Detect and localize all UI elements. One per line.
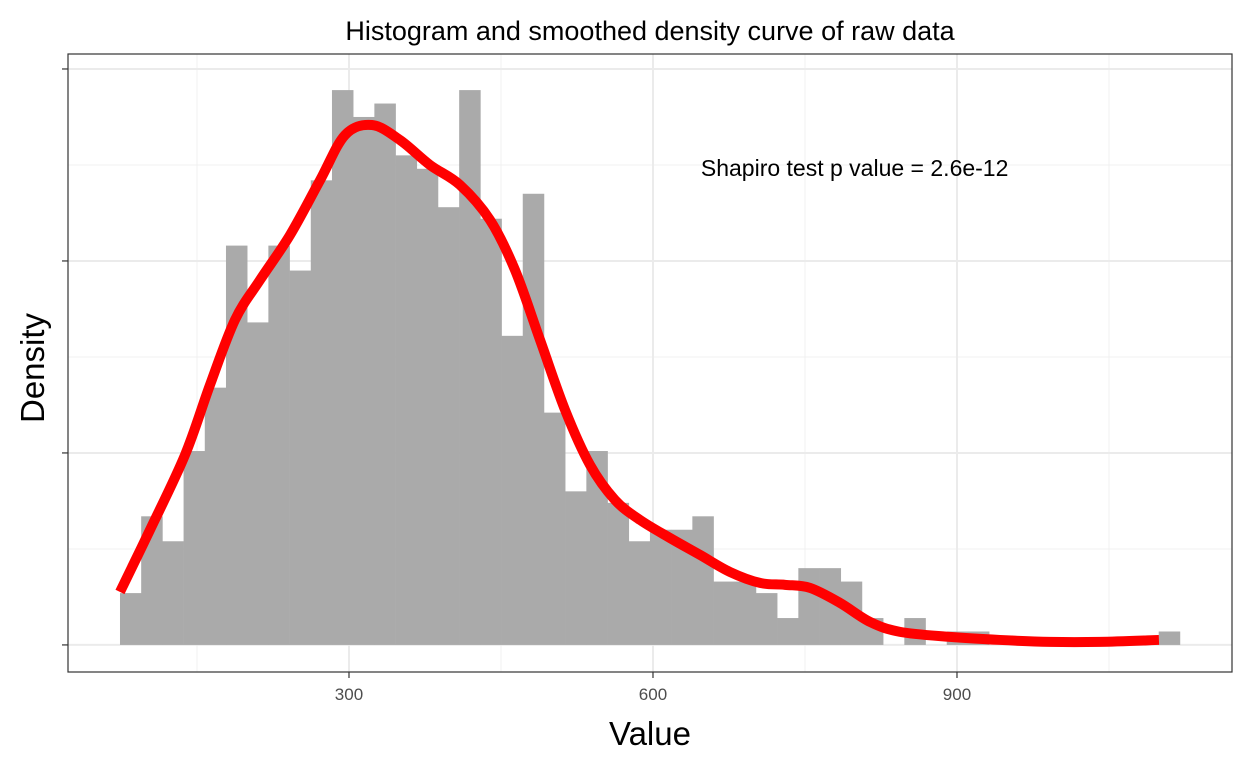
histogram-bar xyxy=(692,516,714,645)
histogram-bar xyxy=(416,168,439,645)
axes: 300 600 900 xyxy=(62,68,971,704)
histogram-bar xyxy=(501,335,524,645)
plot-border xyxy=(67,53,1233,673)
histogram-bar xyxy=(268,245,290,645)
histogram-bar xyxy=(162,541,184,645)
y-axis-title: Density xyxy=(14,312,51,423)
histogram-bar xyxy=(734,581,757,645)
histogram-bar xyxy=(437,207,460,645)
histogram-bar xyxy=(480,218,502,645)
x-tick-label: 900 xyxy=(943,685,971,704)
shapiro-annotation: Shapiro test p value = 2.6e-12 xyxy=(701,155,1009,181)
histogram-bar xyxy=(522,193,545,645)
histogram-bar xyxy=(119,593,142,645)
x-tick-label: 300 xyxy=(335,685,363,704)
histogram-bar xyxy=(183,451,206,645)
histogram-bar xyxy=(353,116,375,645)
histogram-bar xyxy=(204,387,227,645)
histogram-bar xyxy=(777,618,799,645)
x-axis-title: Value xyxy=(609,715,691,752)
histogram-bar xyxy=(374,103,396,645)
histogram-bar xyxy=(607,502,630,645)
histogram-bar xyxy=(819,568,842,645)
x-tick-label: 600 xyxy=(639,685,667,704)
histogram-bar xyxy=(310,180,333,645)
histogram-bar xyxy=(459,90,481,645)
histogram-bar xyxy=(649,529,672,645)
histogram-bar xyxy=(628,541,651,645)
density-curve xyxy=(115,119,1160,648)
histogram-bars xyxy=(119,90,1181,645)
histogram-bar xyxy=(247,322,269,645)
histogram-bar xyxy=(331,90,354,645)
histogram-bar xyxy=(798,568,820,645)
histogram-bar xyxy=(289,270,312,645)
histogram-bar xyxy=(755,593,778,645)
histogram-bar xyxy=(671,529,693,645)
histogram-bar xyxy=(225,245,248,645)
histogram-bar xyxy=(395,155,418,645)
histogram-bar xyxy=(565,491,587,645)
histogram-bar xyxy=(1158,631,1181,645)
histogram-bar xyxy=(586,451,608,645)
histogram-bar xyxy=(713,581,736,645)
histogram-bar xyxy=(543,412,566,645)
chart-title: Histogram and smoothed density curve of … xyxy=(345,16,955,46)
